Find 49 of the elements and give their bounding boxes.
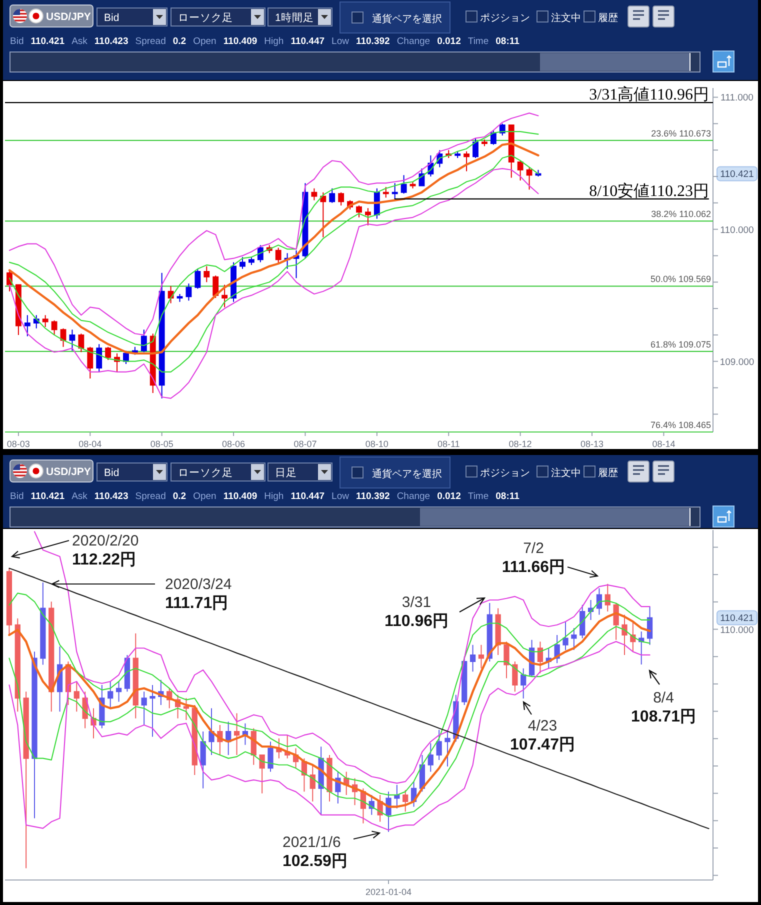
y-tick-label: 110.421 xyxy=(720,169,754,180)
x-tick-label: 08-14 xyxy=(652,439,676,449)
text: 1時間足 xyxy=(275,11,314,24)
y-tick-label: 111.000 xyxy=(720,92,754,104)
text: Bid 110.421 Ask 110.423 Spread 0.2 Open 110.409 High 110.447 Low 110.392 Change 0.012 Time 08:11 xyxy=(10,36,520,47)
text: 履歴 xyxy=(598,13,618,24)
x-tick-label: 08-06 xyxy=(222,439,246,449)
y-tick-label: 110.421 xyxy=(720,613,754,624)
y-tick-label: 109.000 xyxy=(720,356,754,368)
text: Bid xyxy=(104,12,120,24)
y-tick-label: 110.000 xyxy=(720,624,754,636)
x-tick-label: 08-03 xyxy=(6,439,30,449)
text: 通貨ペアを選択 xyxy=(372,13,442,25)
ref-line-label: 50.0% 109.569 xyxy=(650,274,711,284)
x-tick-label: 08-13 xyxy=(580,439,604,449)
annotation: 8/4 108.71円 xyxy=(631,690,696,726)
x-tick-label: 08-12 xyxy=(508,439,532,449)
annotation: 2021/1/6 102.59円 xyxy=(282,834,348,870)
ref-line-label: 38.2% 110.062 xyxy=(651,209,711,220)
annotation: 3/31 110.96円 xyxy=(384,594,449,630)
text: Bid 110.421 Ask 110.423 Spread 0.2 Open 110.409 High 110.447 Low 110.392 Change 0.012 Time 08:11 xyxy=(10,491,520,502)
text: 注文中 xyxy=(551,12,581,24)
x-tick-label: 08-07 xyxy=(294,439,317,449)
ref-line-label: 3/31高値110.96円 xyxy=(589,86,709,104)
text: 履歴 xyxy=(598,468,618,479)
text: ローソク足 xyxy=(178,12,233,24)
y-tick-label: 110.000 xyxy=(720,224,754,236)
chart-title: USD/JPY xyxy=(46,466,91,478)
text: ポジション xyxy=(480,13,530,24)
x-tick-label: 2021-01-04 xyxy=(365,887,412,897)
ref-line-label: 23.6% 110.673 xyxy=(651,128,711,138)
x-tick-label: 08-04 xyxy=(78,439,102,449)
x-tick-label: 08-10 xyxy=(365,439,388,449)
annotation: 7/2 111.66円 xyxy=(502,540,566,576)
text: ローソク足 xyxy=(178,467,233,479)
annotation: 2020/3/24 111.71円 xyxy=(165,576,232,612)
text: 通貨ペアを選択 xyxy=(372,468,442,480)
x-tick-label: 08-05 xyxy=(150,439,174,449)
annotation: 2020/2/20 112.22円 xyxy=(72,532,139,568)
ref-line-label: 61.8% 109.075 xyxy=(650,339,711,350)
text: ポジション xyxy=(480,468,530,479)
chart-title: USD/JPY xyxy=(46,11,91,23)
series-label: 8/10安値110.23円 xyxy=(589,182,709,200)
text: Bid xyxy=(104,467,120,479)
annotation: 4/23 107.47円 xyxy=(510,718,575,754)
x-tick-label: 08-11 xyxy=(437,439,460,449)
ref-line-label: 76.4% 108.465 xyxy=(650,420,711,430)
text: 注文中 xyxy=(551,467,581,479)
text: 日足 xyxy=(275,467,297,479)
